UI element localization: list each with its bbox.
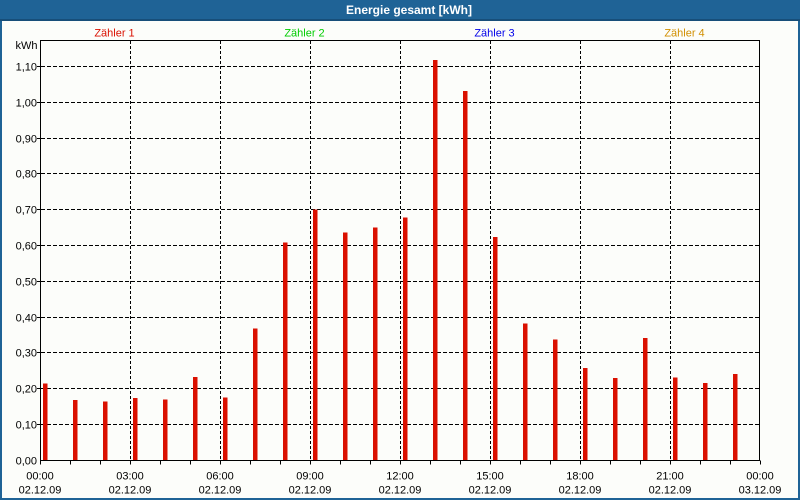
- svg-text:1,10: 1,10: [16, 62, 37, 74]
- svg-text:kWh: kWh: [16, 40, 38, 52]
- svg-text:03.12.09: 03.12.09: [739, 485, 782, 497]
- svg-text:09:00: 09:00: [296, 470, 324, 482]
- svg-text:0,80: 0,80: [16, 169, 37, 181]
- svg-text:0,70: 0,70: [16, 205, 37, 217]
- svg-text:0,30: 0,30: [16, 348, 37, 360]
- svg-text:02.12.09: 02.12.09: [379, 485, 422, 497]
- svg-text:Zähler 4: Zähler 4: [664, 28, 704, 40]
- svg-text:15:00: 15:00: [476, 470, 504, 482]
- svg-text:18:00: 18:00: [566, 470, 594, 482]
- svg-text:0,90: 0,90: [16, 134, 37, 146]
- svg-text:02.12.09: 02.12.09: [19, 485, 62, 497]
- svg-text:Energie gesamt [kWh]: Energie gesamt [kWh]: [346, 3, 472, 17]
- svg-text:02.12.09: 02.12.09: [289, 485, 332, 497]
- svg-text:1,00: 1,00: [16, 98, 37, 110]
- svg-text:02.12.09: 02.12.09: [559, 485, 602, 497]
- svg-text:0,20: 0,20: [16, 384, 37, 396]
- svg-text:0,50: 0,50: [16, 277, 37, 289]
- svg-text:02.12.09: 02.12.09: [109, 485, 152, 497]
- svg-text:0,10: 0,10: [16, 420, 37, 432]
- svg-text:00:00: 00:00: [26, 470, 54, 482]
- svg-text:00:00: 00:00: [746, 470, 774, 482]
- svg-text:0,40: 0,40: [16, 313, 37, 325]
- svg-text:Zähler 2: Zähler 2: [284, 28, 324, 40]
- svg-text:06:00: 06:00: [206, 470, 234, 482]
- svg-text:02.12.09: 02.12.09: [469, 485, 512, 497]
- svg-text:Zähler 1: Zähler 1: [94, 28, 134, 40]
- svg-text:02.12.09: 02.12.09: [649, 485, 692, 497]
- svg-text:12:00: 12:00: [386, 470, 414, 482]
- svg-text:0,60: 0,60: [16, 241, 37, 253]
- svg-text:21:00: 21:00: [656, 470, 684, 482]
- svg-text:Zähler 3: Zähler 3: [474, 28, 514, 40]
- svg-text:02.12.09: 02.12.09: [199, 485, 242, 497]
- svg-text:03:00: 03:00: [116, 470, 144, 482]
- svg-text:0,00: 0,00: [16, 456, 37, 468]
